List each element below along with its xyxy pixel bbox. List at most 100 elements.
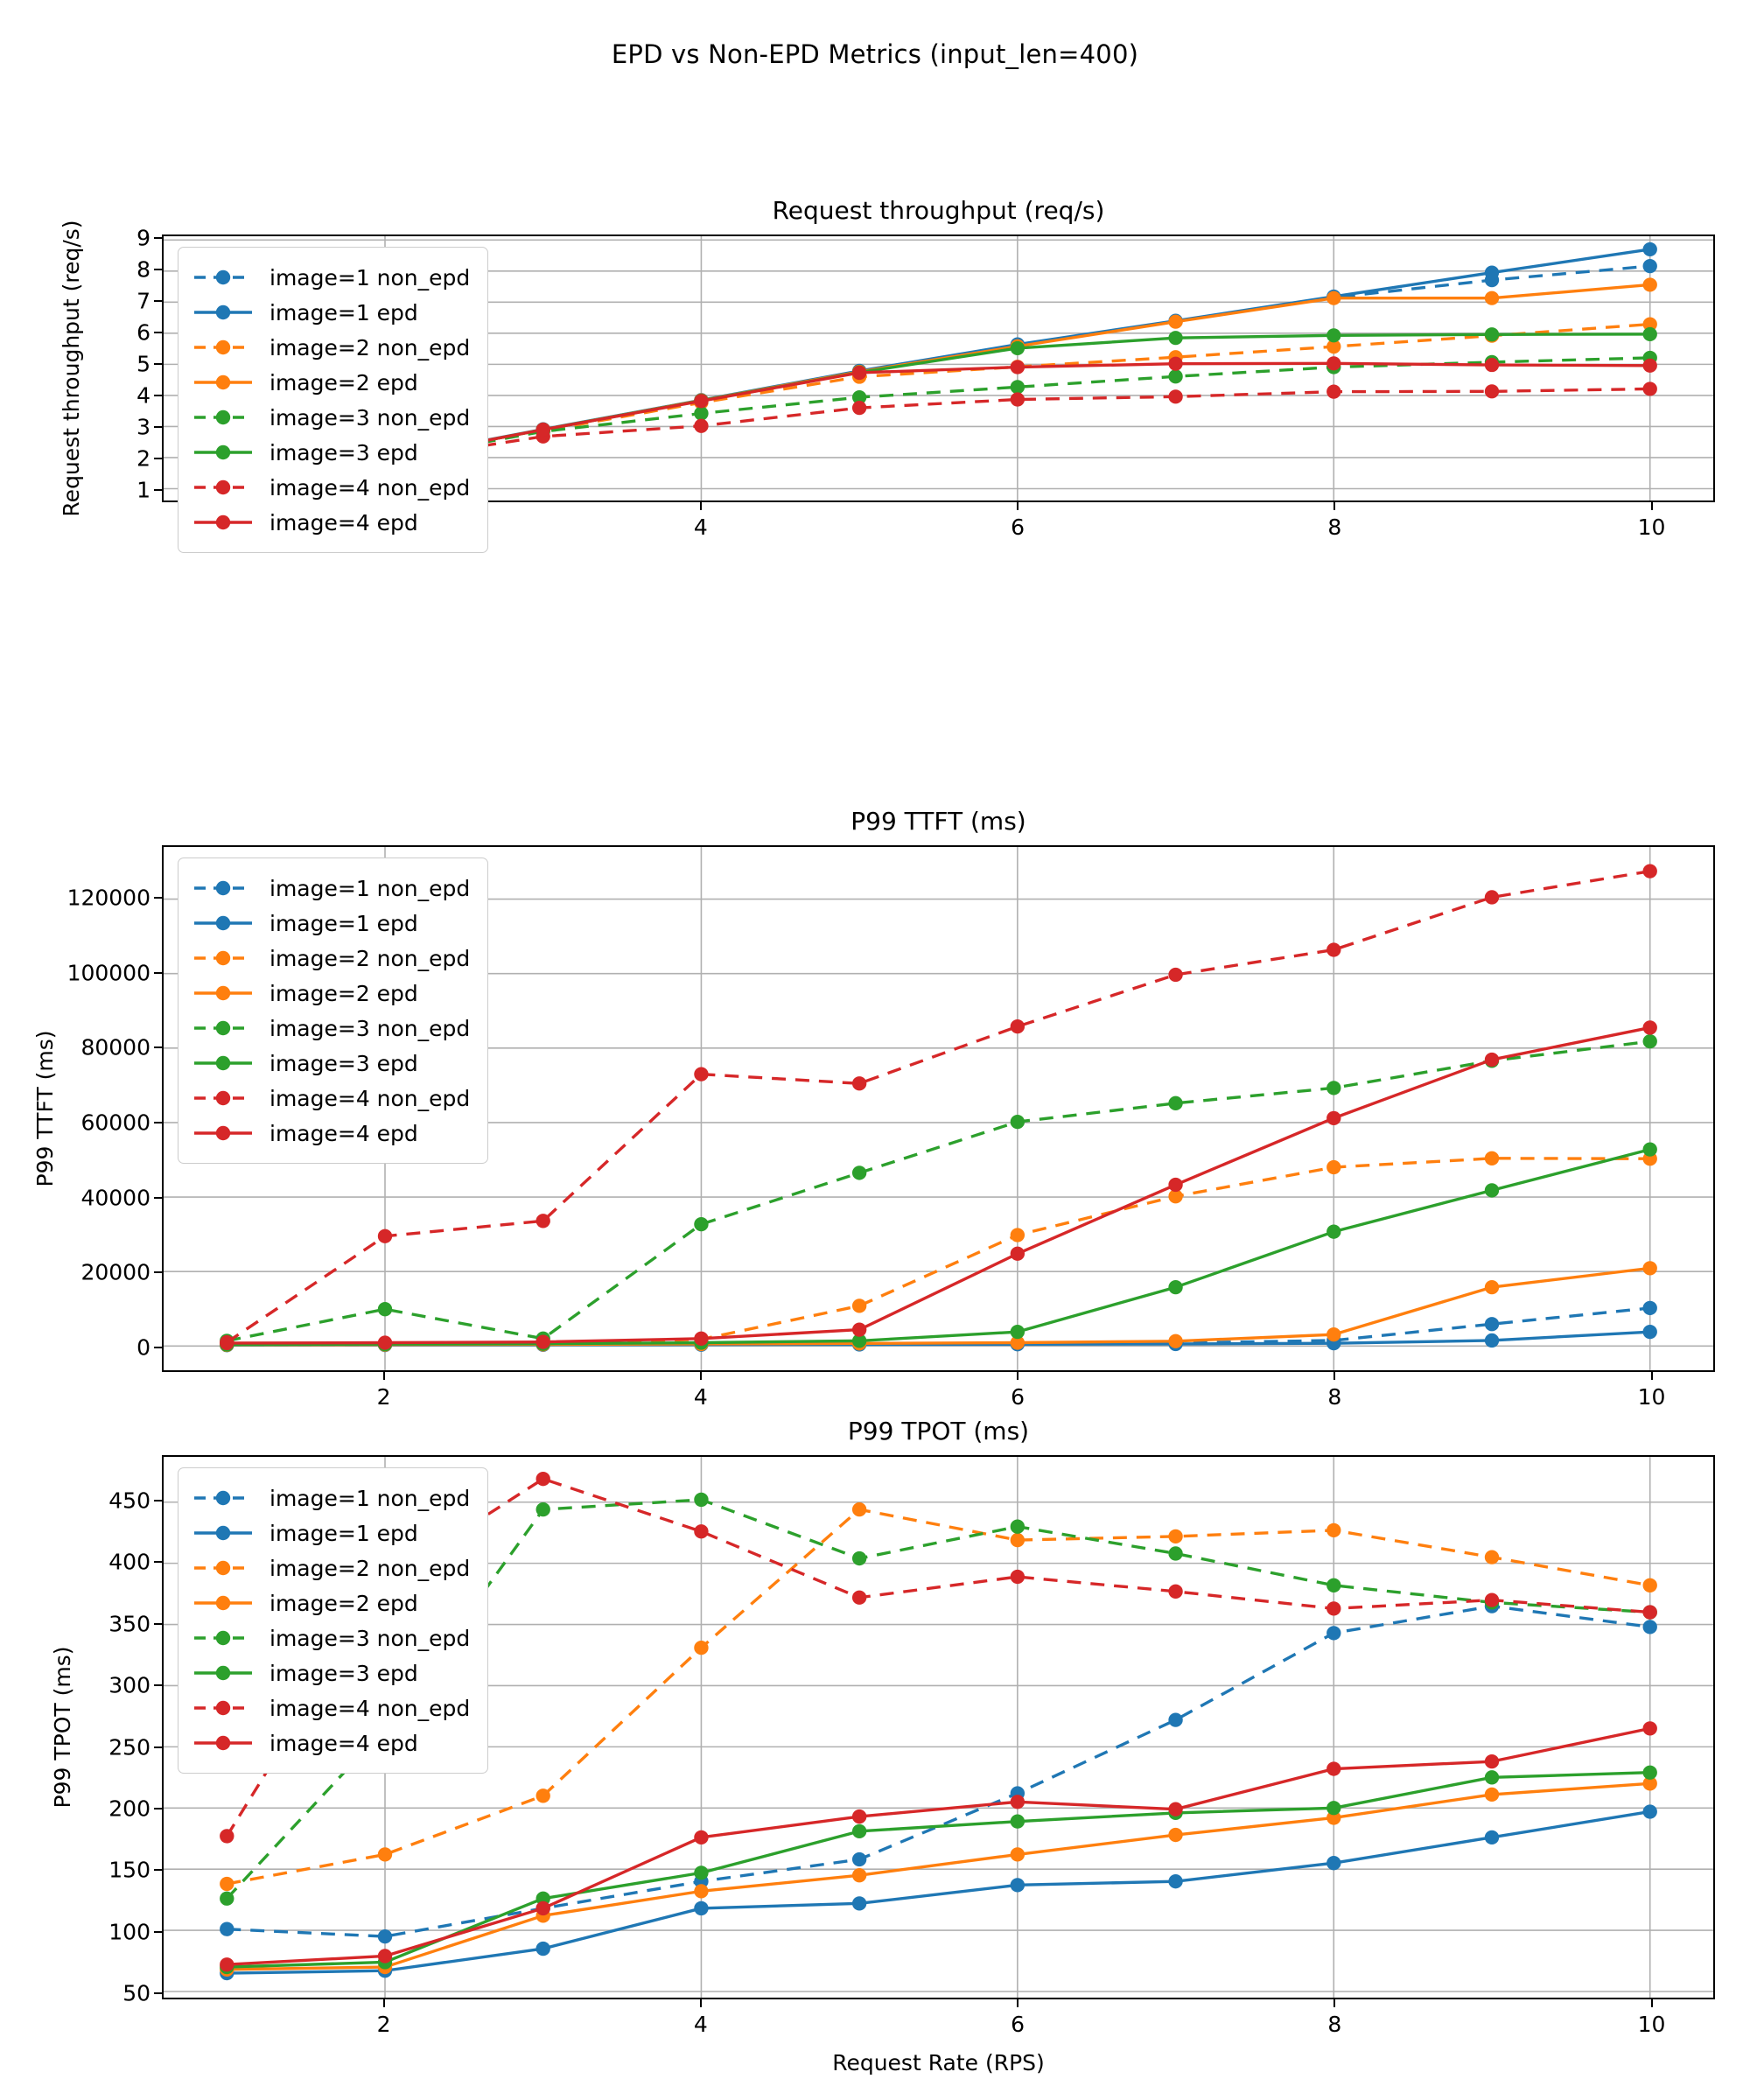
legend-item[interactable]: image=4 non_epd: [192, 1690, 470, 1726]
legend-item-label: image=4 epd: [270, 1730, 418, 1756]
y-tick-mark: [154, 1561, 162, 1564]
subplot-p99-ttft: P99 TTFT (ms) P99 TTFT (ms) image=1 non_…: [32, 807, 1715, 1410]
legend-key-icon: [192, 1124, 254, 1143]
y-tick-mark: [154, 1807, 162, 1810]
y-tick-mark: [154, 489, 162, 492]
figure-suptitle: EPD vs Non-EPD Metrics (input_len=400): [611, 39, 1139, 69]
legend-item[interactable]: image=4 non_epd: [192, 1081, 470, 1116]
y-tick-label: 20000: [80, 1259, 150, 1285]
legend-key-icon: [192, 1593, 254, 1613]
series-image-2-non-epd: [220, 1151, 1657, 1352]
x-tick-label: 2: [376, 2012, 391, 2037]
y-tick-mark: [154, 971, 162, 974]
y-tick-mark: [154, 332, 162, 334]
legend-key-icon: [192, 303, 254, 322]
y-tick-mark: [154, 426, 162, 429]
legend-item[interactable]: image=3 non_epd: [192, 400, 470, 435]
legend-item[interactable]: image=2 non_epd: [192, 1550, 470, 1586]
x-tick-label: 8: [1327, 1384, 1342, 1410]
legend-key-icon: [192, 1088, 254, 1108]
legend-item-label: image=4 non_epd: [270, 474, 471, 500]
legend-item[interactable]: image=3 epd: [192, 435, 470, 470]
y-tick-mark: [154, 269, 162, 271]
legend-item-label: image=3 non_epd: [270, 1015, 471, 1041]
y-tick-label: 100000: [66, 960, 150, 986]
subplot-request-throughput: Request throughput (req/s) Request throu…: [59, 196, 1715, 553]
series-image-2-epd: [220, 1776, 1657, 1977]
legend-item[interactable]: image=3 epd: [192, 1046, 470, 1081]
x-tick-mark: [1650, 1999, 1653, 2007]
legend-key-icon: [192, 1663, 254, 1683]
legend-item[interactable]: image=1 non_epd: [192, 871, 470, 906]
series-image-2-non-epd: [220, 1502, 1657, 1892]
legend-item[interactable]: image=3 epd: [192, 1656, 470, 1690]
legend-item[interactable]: image=2 epd: [192, 976, 470, 1011]
y-axis-label: P99 TPOT (ms): [50, 1646, 75, 1809]
legend-item[interactable]: image=1 epd: [192, 1516, 470, 1550]
legend-item-label: image=1 epd: [270, 299, 418, 326]
legend-item[interactable]: image=2 non_epd: [192, 330, 470, 365]
legend-item-label: image=1 epd: [270, 910, 418, 936]
legend-item[interactable]: image=4 epd: [192, 1116, 470, 1151]
y-tick-label: 2: [136, 445, 150, 472]
series-image-1-epd: [220, 1804, 1657, 1981]
y-tick-mark: [154, 458, 162, 460]
legend-key-icon: [192, 1698, 254, 1718]
legend-item-label: image=2 epd: [270, 369, 418, 396]
x-tick-mark: [1334, 502, 1336, 510]
y-tick-label: 300: [108, 1672, 150, 1698]
y-tick-mark: [154, 1869, 162, 1872]
y-tick-mark: [154, 395, 162, 397]
legend-item[interactable]: image=1 non_epd: [192, 260, 470, 295]
y-tick-label: 4: [136, 382, 150, 409]
x-axis-label: Request Rate (RPS): [832, 2050, 1045, 2076]
legend-item[interactable]: image=1 non_epd: [192, 1480, 470, 1516]
x-tick-label: 10: [1637, 514, 1666, 540]
legend-key-icon: [192, 878, 254, 898]
legend-item[interactable]: image=1 epd: [192, 906, 470, 941]
subplot-title: P99 TTFT (ms): [850, 807, 1026, 836]
x-tick-mark: [382, 1999, 385, 2007]
legend-item[interactable]: image=4 epd: [192, 505, 470, 540]
legend-item[interactable]: image=2 epd: [192, 365, 470, 400]
legend-key-icon: [192, 914, 254, 933]
legend-key-icon: [192, 478, 254, 497]
x-tick-label: 6: [1011, 514, 1025, 540]
y-tick-label: 5: [136, 351, 150, 377]
x-tick-mark: [1334, 1372, 1336, 1380]
legend-key-icon: [192, 1733, 254, 1753]
legend-item-label: image=1 non_epd: [270, 875, 471, 901]
x-tick-label: 10: [1637, 1384, 1666, 1410]
legend-item[interactable]: image=4 epd: [192, 1726, 470, 1760]
legend-key-icon: [192, 338, 254, 357]
x-tick-mark: [1017, 1372, 1019, 1380]
y-tick-mark: [154, 1122, 162, 1124]
legend: image=1 non_epd image=1 epd image=2 non_ep…: [178, 247, 489, 553]
y-tick-label: 80000: [80, 1034, 150, 1060]
legend-item-label: image=1 non_epd: [270, 264, 471, 290]
legend-item[interactable]: image=3 non_epd: [192, 1011, 470, 1046]
legend-item-label: image=2 epd: [270, 980, 418, 1006]
y-tick-mark: [154, 1347, 162, 1349]
y-tick-label: 3: [136, 414, 150, 440]
y-tick-mark: [154, 1196, 162, 1199]
y-tick-label: 100: [108, 1919, 150, 1945]
legend-item-label: image=2 epd: [270, 1590, 418, 1616]
y-tick-mark: [154, 1500, 162, 1502]
x-tick-mark: [1017, 1999, 1019, 2007]
y-tick-mark: [154, 896, 162, 899]
legend-item[interactable]: image=3 non_epd: [192, 1620, 470, 1656]
legend-key-icon: [192, 268, 254, 287]
y-tick-mark: [154, 237, 162, 240]
legend-item[interactable]: image=1 epd: [192, 295, 470, 330]
legend-item[interactable]: image=2 non_epd: [192, 941, 470, 976]
legend-item-label: image=3 epd: [270, 439, 418, 466]
x-tick-mark: [1334, 1999, 1336, 2007]
y-tick-label: 120000: [66, 885, 150, 911]
subplot-title: P99 TPOT (ms): [847, 1417, 1030, 1446]
legend-key-icon: [192, 513, 254, 532]
legend-item[interactable]: image=2 epd: [192, 1586, 470, 1620]
legend-item[interactable]: image=4 non_epd: [192, 470, 470, 505]
legend-key-icon: [192, 1628, 254, 1648]
